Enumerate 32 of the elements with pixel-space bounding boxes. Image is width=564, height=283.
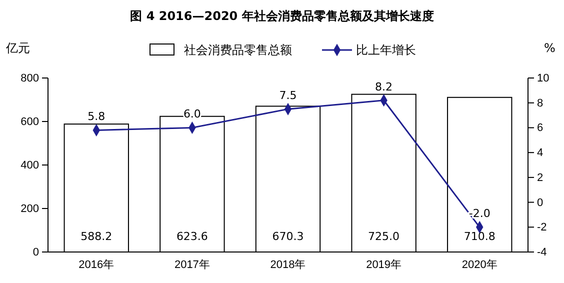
data-label: 8.2: [375, 80, 393, 94]
y2-tick-label: 10: [537, 72, 550, 85]
data-label: 670.3: [272, 230, 304, 243]
y2-tick-label: -2: [537, 222, 547, 234]
y-tick-label: 0: [32, 246, 39, 259]
data-label: 710.8: [464, 230, 496, 243]
data-label: 588.2: [80, 230, 112, 243]
y2-tick-label: 4: [537, 147, 544, 160]
data-label: 725.0: [368, 230, 400, 243]
data-label: 7.5: [279, 89, 297, 102]
data-label: 623.6: [176, 230, 208, 243]
y-tick-label: 200: [20, 203, 39, 216]
data-label: 5.8: [88, 110, 106, 124]
x-tick-label: 2016年: [78, 259, 114, 272]
y-axis-title: 亿元: [5, 41, 30, 55]
x-tick-label: 2019年: [366, 259, 402, 272]
y2-tick-label: 2: [537, 172, 544, 184]
y2-tick-label: 8: [537, 97, 544, 110]
y-tick-label: 400: [20, 160, 39, 172]
data-label: -2.0: [468, 207, 490, 220]
y2-tick-label: 0: [537, 196, 544, 209]
y-tick-label: 600: [20, 116, 39, 128]
y2-axis-title: %: [544, 41, 556, 55]
legend-label: 社会消费品零售总额: [184, 43, 292, 57]
y2-tick-label: 6: [537, 122, 544, 134]
x-tick-label: 2017年: [174, 259, 210, 272]
legend-label: 比上年增长: [356, 43, 416, 57]
x-tick-label: 2020年: [462, 259, 498, 272]
y-tick-label: 800: [20, 72, 39, 85]
chart-title: 图 4 2016—2020 年社会消费品零售总额及其增长速度: [130, 9, 434, 23]
y2-tick-label: -4: [537, 246, 547, 259]
x-tick-label: 2018年: [270, 259, 306, 272]
